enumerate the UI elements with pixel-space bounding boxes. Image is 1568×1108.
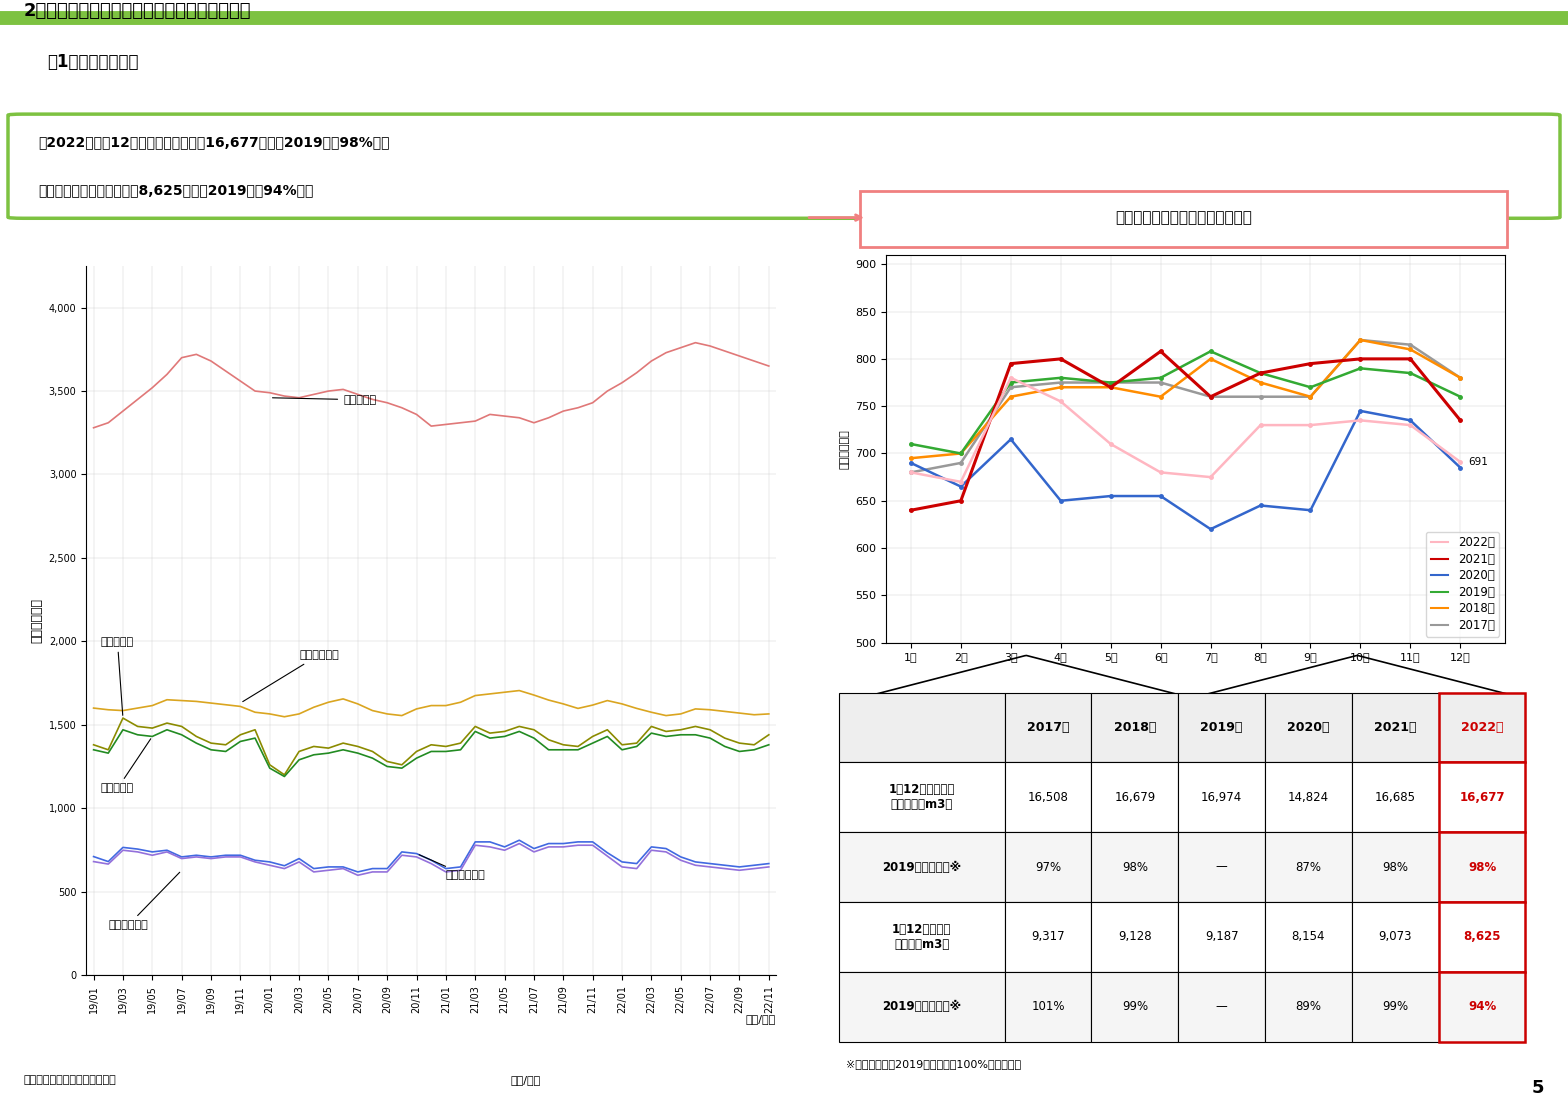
Bar — [839, 832, 1005, 902]
Text: 製材品出荷量: 製材品出荷量 — [419, 854, 486, 880]
Bar — [1178, 832, 1265, 902]
Bar — [1178, 902, 1265, 972]
Text: （1）製材（全国）: （1）製材（全国） — [47, 53, 138, 71]
Text: 87%: 87% — [1295, 861, 1322, 873]
Text: 製材品生産量: 製材品生産量 — [108, 872, 180, 931]
Text: （年/月）: （年/月） — [510, 1075, 541, 1086]
Bar — [1439, 762, 1526, 832]
Bar — [1178, 692, 1265, 762]
Legend: 2022年, 2021年, 2020年, 2019年, 2018年, 2017年: 2022年, 2021年, 2020年, 2019年, 2018年, 2017年 — [1425, 532, 1499, 637]
Text: 8,154: 8,154 — [1292, 931, 1325, 943]
Text: ・2022幾１～12月の原木の入荷量は16,677千㎥（2019年比98%）。: ・2022幾１～12月の原木の入荷量は16,677千㎥（2019年比98%）。 — [39, 135, 390, 148]
Text: 2019年: 2019年 — [1201, 721, 1243, 733]
Text: 2017年: 2017年 — [1027, 721, 1069, 733]
Text: 2021年: 2021年 — [1374, 721, 1416, 733]
Text: 98%: 98% — [1121, 861, 1148, 873]
Text: 99%: 99% — [1381, 1001, 1408, 1013]
Bar — [1178, 762, 1265, 832]
Text: ・同様に製材品の出荷量は8,625千㎥（2019年比94%）。: ・同様に製材品の出荷量は8,625千㎥（2019年比94%）。 — [39, 184, 314, 197]
Bar — [1178, 972, 1265, 1042]
Text: 97%: 97% — [1035, 861, 1062, 873]
Text: 16,974: 16,974 — [1201, 791, 1242, 803]
Text: —: — — [1215, 1001, 1228, 1013]
Bar — [1439, 762, 1526, 832]
Bar — [1005, 902, 1091, 972]
Text: （年/月）: （年/月） — [746, 1014, 776, 1024]
Bar — [1439, 972, 1526, 1042]
Text: ※コロナ禅前の2019年の数値を100%とした比較: ※コロナ禅前の2019年の数値を100%とした比較 — [847, 1059, 1021, 1069]
Bar — [1439, 902, 1526, 972]
Text: 製材品在庫量: 製材品在庫量 — [243, 650, 339, 701]
Text: 2　工場の原木等の入荷、製品の生産等の動向: 2 工場の原木等の入荷、製品の生産等の動向 — [24, 2, 251, 20]
Bar — [1352, 902, 1439, 972]
Bar — [1439, 692, 1526, 762]
Bar — [1439, 692, 1526, 762]
Text: 9,073: 9,073 — [1378, 931, 1413, 943]
Bar — [839, 902, 1005, 972]
FancyBboxPatch shape — [8, 114, 1560, 218]
Text: 101%: 101% — [1032, 1001, 1065, 1013]
Text: 資料：農林水産省「製材統計」: 資料：農林水産省「製材統計」 — [24, 1075, 116, 1086]
Bar — [1091, 692, 1178, 762]
Bar — [1091, 902, 1178, 972]
Bar — [1005, 832, 1091, 902]
Text: 1～12月原木入荷
量合計（千m3）: 1～12月原木入荷 量合計（千m3） — [889, 783, 955, 811]
Text: 2020年: 2020年 — [1287, 721, 1330, 733]
Text: 8,625: 8,625 — [1463, 931, 1501, 943]
Bar — [1439, 832, 1526, 902]
Text: 原木入荷量: 原木入荷量 — [100, 637, 133, 716]
Bar — [839, 972, 1005, 1042]
Text: 2019年との比較※: 2019年との比較※ — [883, 1001, 961, 1013]
Bar — [1091, 972, 1178, 1042]
Text: 89%: 89% — [1295, 1001, 1322, 1013]
Text: 1～12月出荷量
合計（千m3）: 1～12月出荷量 合計（千m3） — [892, 923, 952, 951]
Bar — [1091, 762, 1178, 832]
Text: 98%: 98% — [1383, 861, 1408, 873]
Text: 5: 5 — [1532, 1079, 1544, 1097]
Bar — [1439, 832, 1526, 902]
Y-axis label: 数量（千㎥）: 数量（千㎥） — [30, 598, 42, 643]
Bar — [839, 692, 1005, 762]
Text: 99%: 99% — [1121, 1001, 1148, 1013]
Bar — [1439, 972, 1526, 1042]
Text: 2022年: 2022年 — [1461, 721, 1504, 733]
Bar — [1265, 902, 1352, 972]
Text: 製材品出荷量の月別推移（全国）: 製材品出荷量の月別推移（全国） — [1115, 211, 1253, 225]
Text: 98%: 98% — [1468, 861, 1496, 873]
Bar — [1005, 972, 1091, 1042]
Text: 94%: 94% — [1468, 1001, 1496, 1013]
Text: 14,824: 14,824 — [1287, 791, 1330, 803]
Bar — [1265, 832, 1352, 902]
Bar — [1352, 762, 1439, 832]
Bar — [1265, 762, 1352, 832]
Bar — [1005, 692, 1091, 762]
Bar — [1439, 902, 1526, 972]
Bar — [1091, 832, 1178, 902]
Text: 2018年: 2018年 — [1113, 721, 1156, 733]
Text: 2019年との比較※: 2019年との比較※ — [883, 861, 961, 873]
Text: —: — — [1215, 861, 1228, 873]
Bar — [1352, 832, 1439, 902]
Text: 原木在庫量: 原木在庫量 — [273, 394, 376, 404]
Bar — [1265, 972, 1352, 1042]
Bar — [1005, 762, 1091, 832]
Text: 16,677: 16,677 — [1460, 791, 1505, 803]
Text: 9,187: 9,187 — [1204, 931, 1239, 943]
Text: 9,128: 9,128 — [1118, 931, 1151, 943]
FancyBboxPatch shape — [861, 191, 1507, 247]
Text: 16,679: 16,679 — [1115, 791, 1156, 803]
Bar — [1265, 692, 1352, 762]
Y-axis label: 数量（千㎥）: 数量（千㎥） — [839, 429, 850, 469]
Bar — [839, 762, 1005, 832]
Text: 原木消費量: 原木消費量 — [100, 739, 151, 793]
Text: 691: 691 — [1468, 456, 1488, 466]
Bar — [1352, 972, 1439, 1042]
Text: 16,685: 16,685 — [1375, 791, 1416, 803]
Text: 16,508: 16,508 — [1027, 791, 1068, 803]
Text: 9,317: 9,317 — [1032, 931, 1065, 943]
Bar — [1352, 692, 1439, 762]
